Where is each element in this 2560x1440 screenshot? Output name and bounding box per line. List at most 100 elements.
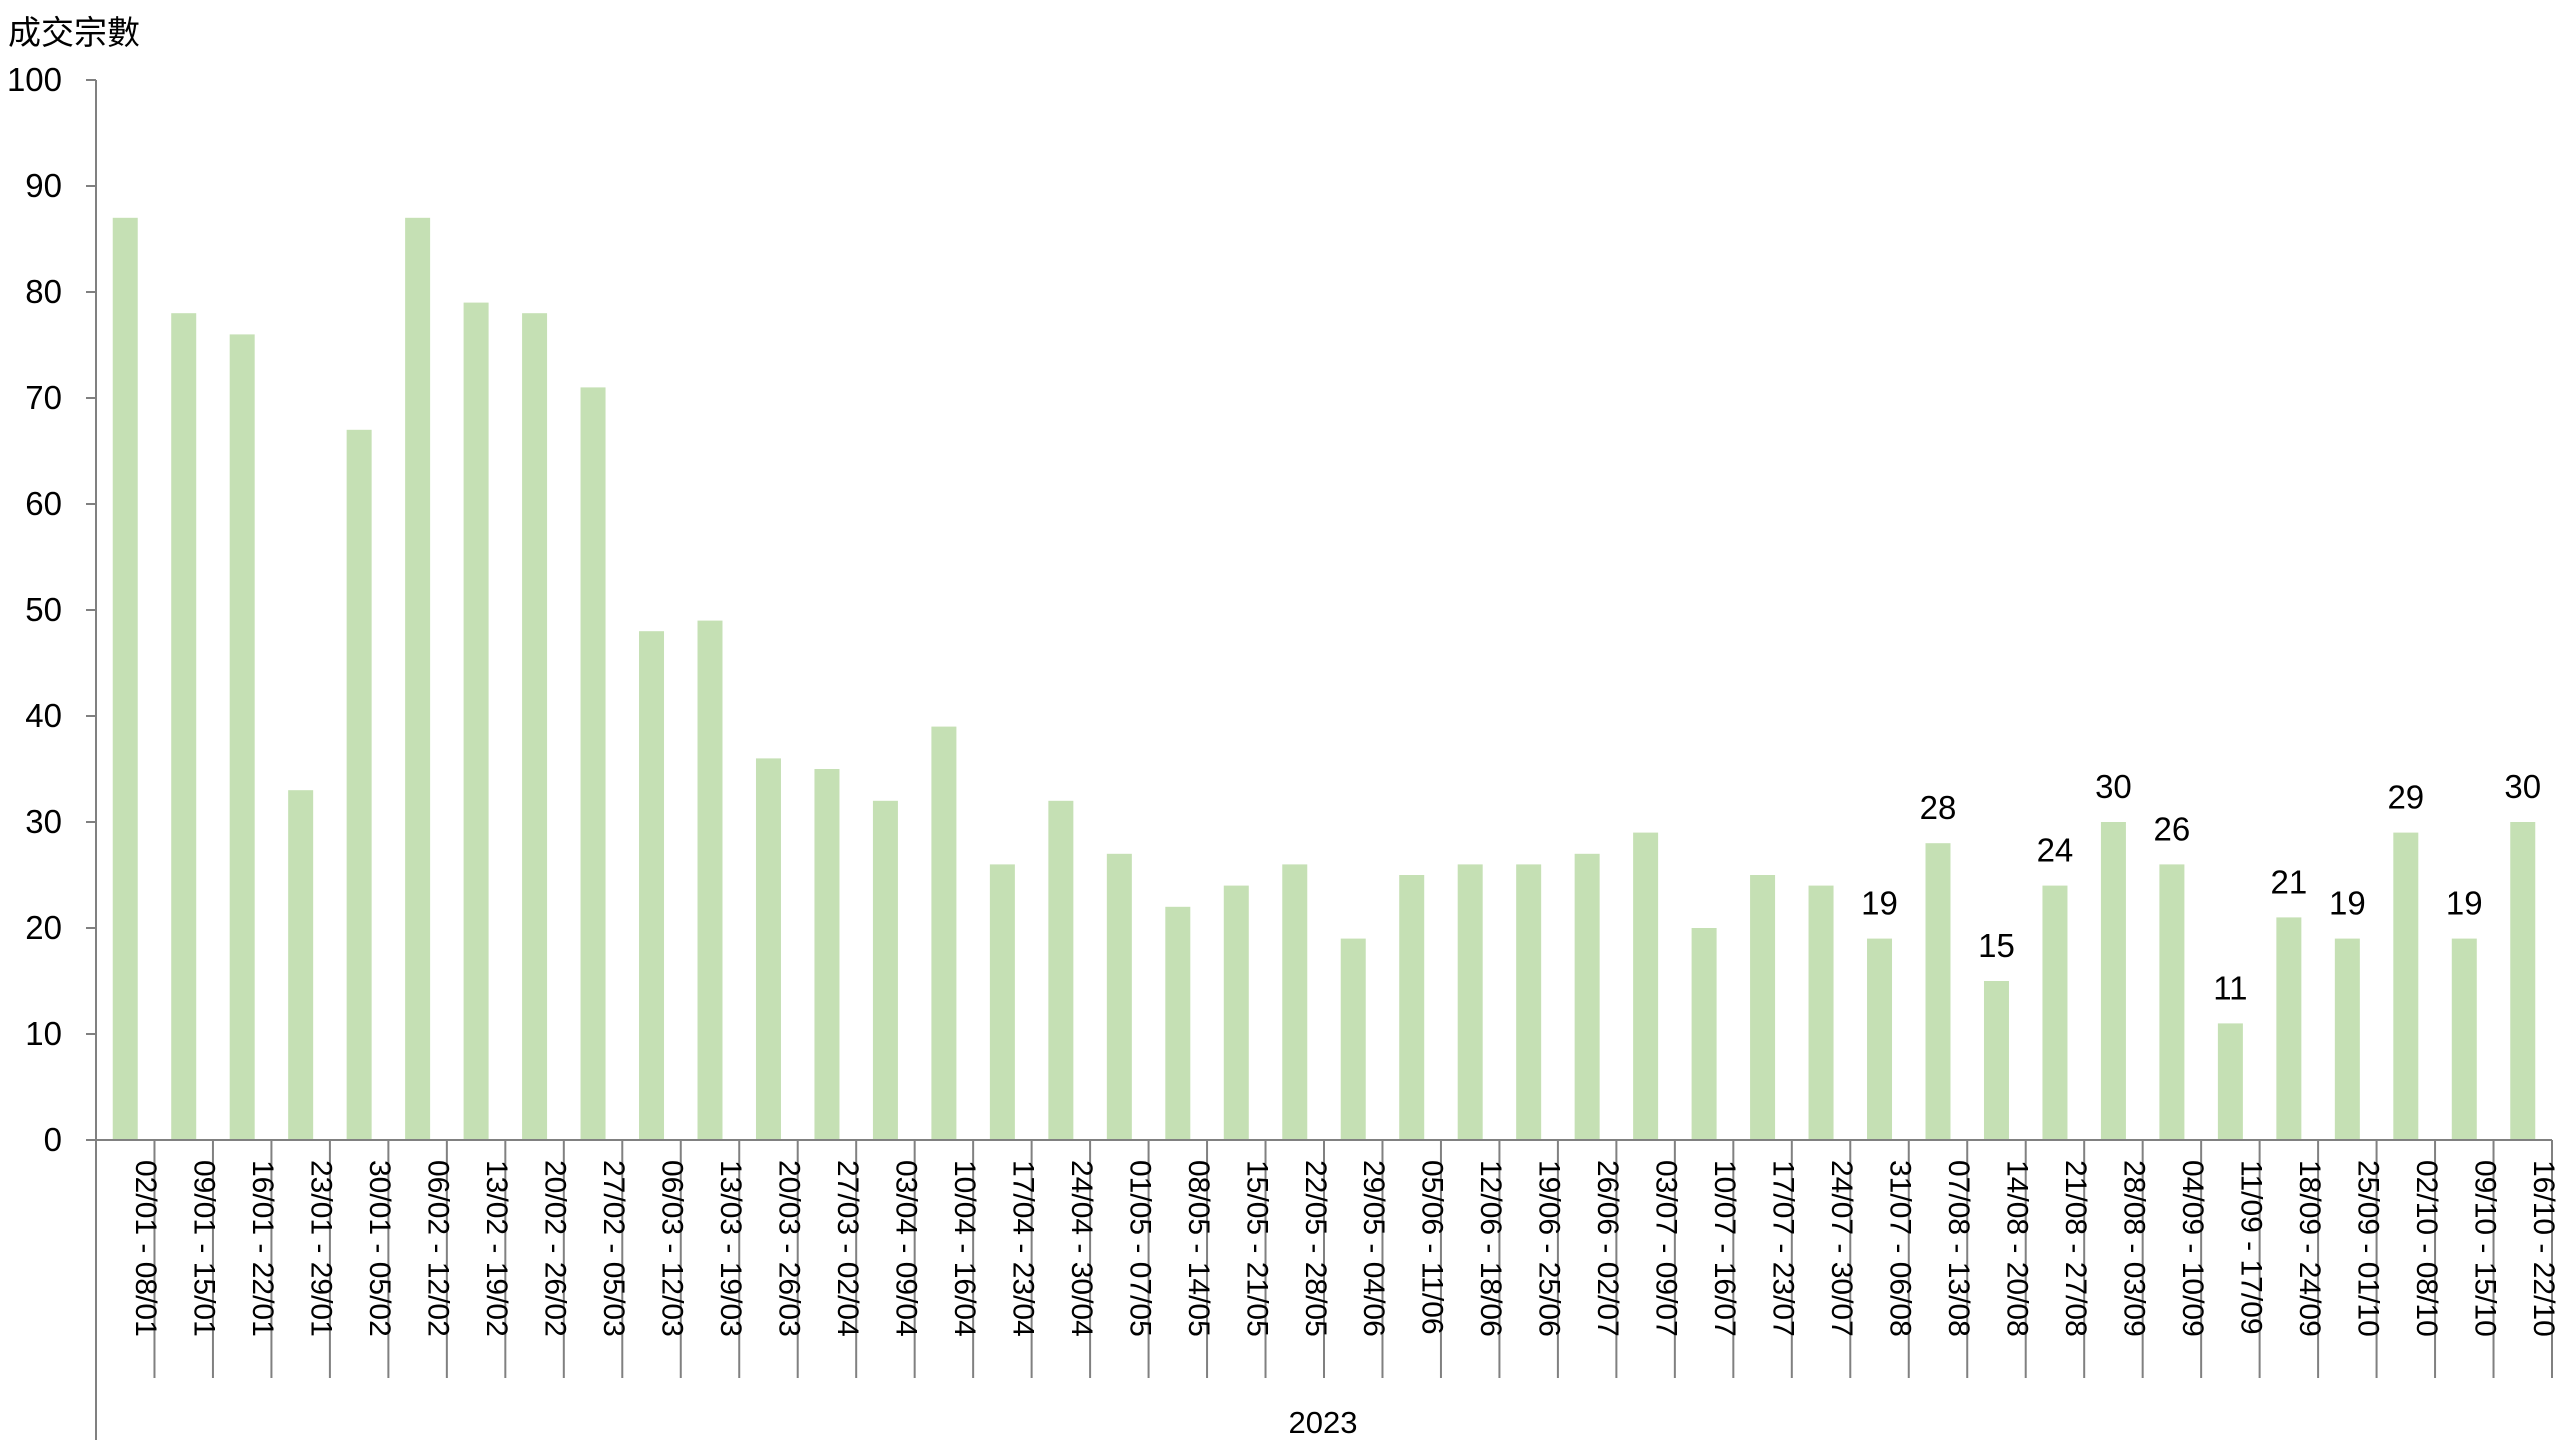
y-tick-label: 100 (7, 61, 62, 98)
bar-value-label: 30 (2095, 768, 2132, 805)
x-tick-label: 22/05 - 28/05 (1299, 1160, 1332, 1337)
x-tick-label: 03/04 - 09/04 (889, 1160, 922, 1337)
bar (2393, 832, 2419, 1140)
y-tick-label: 40 (25, 697, 62, 734)
x-tick-label: 06/02 - 12/02 (422, 1160, 455, 1337)
bar-value-label: 19 (2329, 885, 2366, 922)
y-tick-label: 70 (25, 379, 62, 416)
x-tick-label: 02/10 - 08/10 (2410, 1160, 2443, 1337)
bar (2159, 864, 2185, 1140)
bar-value-label: 11 (2213, 969, 2247, 1006)
bar (1106, 853, 1132, 1140)
x-tick-label: 04/09 - 10/09 (2176, 1160, 2209, 1337)
bar (171, 313, 197, 1140)
x-tick-label: 27/02 - 05/03 (597, 1160, 630, 1337)
x-tick-label: 13/02 - 19/02 (480, 1160, 513, 1337)
x-tick-label: 02/01 - 08/01 (129, 1160, 162, 1337)
bar-value-label: 28 (1920, 789, 1957, 826)
bar (2100, 822, 2126, 1140)
y-tick-label: 80 (25, 273, 62, 310)
bar-value-label: 29 (2387, 779, 2424, 816)
y-tick-label: 20 (25, 909, 62, 946)
x-tick-label: 29/05 - 04/06 (1357, 1160, 1390, 1337)
x-tick-label: 08/05 - 14/05 (1182, 1160, 1215, 1337)
x-tick-label: 31/07 - 06/08 (1884, 1160, 1917, 1337)
bar-value-label: 24 (2037, 832, 2074, 869)
y-tick-label: 90 (25, 167, 62, 204)
x-tick-label: 30/01 - 05/02 (363, 1160, 396, 1337)
x-tick-label: 01/05 - 07/05 (1123, 1160, 1156, 1337)
x-tick-label: 16/10 - 22/10 (2527, 1160, 2560, 1337)
x-tick-label: 06/03 - 12/03 (656, 1160, 689, 1337)
bar (2217, 1023, 2243, 1140)
bar (2451, 938, 2477, 1140)
bar (1223, 885, 1249, 1140)
bar (1983, 981, 2009, 1140)
bar (405, 217, 431, 1141)
x-tick-label: 10/04 - 16/04 (948, 1160, 981, 1337)
y-axis-ticks: 0 10 20 30 40 50 60 70 80 90 100 (7, 61, 96, 1158)
bar (1633, 832, 1659, 1140)
bar (1808, 885, 1834, 1140)
x-tick-label: 20/03 - 26/03 (772, 1160, 805, 1337)
bar (1399, 875, 1425, 1140)
bar-value-label: 26 (2154, 810, 2191, 847)
bar (2334, 938, 2360, 1140)
bar-value-label: 15 (1978, 927, 2015, 964)
x-tick-label: 09/01 - 15/01 (188, 1160, 221, 1337)
x-tick-label: 27/03 - 02/04 (831, 1160, 864, 1337)
bar (1457, 864, 1483, 1140)
x-tick-label: 13/03 - 19/03 (714, 1160, 747, 1337)
y-tick-label: 60 (25, 485, 62, 522)
bar (1282, 864, 1308, 1140)
bar (2510, 822, 2536, 1140)
x-tick-label: 20/02 - 26/02 (539, 1160, 572, 1337)
bar (814, 769, 840, 1140)
bar (1574, 853, 1600, 1140)
x-tick-label: 26/06 - 02/07 (1591, 1160, 1624, 1337)
bar (1867, 938, 1893, 1140)
bar (1340, 938, 1366, 1140)
bar (2042, 885, 2068, 1140)
bar (112, 217, 138, 1141)
y-tick-label: 10 (25, 1015, 62, 1052)
bar (1165, 906, 1191, 1140)
x-tick-label: 18/09 - 24/09 (2293, 1160, 2326, 1337)
bar (463, 302, 489, 1141)
x-tick-label: 12/06 - 18/06 (1474, 1160, 1507, 1337)
x-tick-label: 07/08 - 13/08 (1942, 1160, 1975, 1337)
x-tick-label: 09/10 - 15/10 (2468, 1160, 2501, 1337)
x-tick-label: 21/08 - 27/08 (2059, 1160, 2092, 1337)
y-tick-label: 30 (25, 803, 62, 840)
x-tick-label: 17/07 - 23/07 (1767, 1160, 1800, 1337)
x-tick-label: 23/01 - 29/01 (305, 1160, 338, 1337)
bar (639, 631, 665, 1140)
y-axis-title: 成交宗數 (8, 14, 140, 51)
x-axis-ticks: 02/01 - 08/01 09/01 - 15/01 16/01 - 22/01 2… (129, 1160, 2560, 1337)
axes (95, 80, 2553, 1440)
bar (522, 313, 548, 1140)
x-axis-group-label: 2023 (1289, 1405, 1358, 1440)
bar (931, 726, 957, 1140)
bar (697, 620, 723, 1140)
bar (989, 864, 1015, 1140)
bar (1048, 800, 1074, 1140)
bar (872, 800, 898, 1140)
data-labels: 19 28 15 24 30 26 11 21 19 29 19 30 (1861, 768, 2541, 1006)
x-tick-label: 14/08 - 20/08 (2000, 1160, 2033, 1337)
x-tick-label: 19/06 - 25/06 (1533, 1160, 1566, 1337)
x-tick-label: 16/01 - 22/01 (246, 1160, 279, 1337)
x-tick-label: 25/09 - 01/10 (2351, 1160, 2384, 1337)
x-tick-label: 10/07 - 16/07 (1708, 1160, 1741, 1337)
x-tick-label: 28/08 - 03/09 (2117, 1160, 2150, 1337)
bar (1750, 875, 1776, 1140)
bar (288, 790, 314, 1140)
bar (346, 429, 372, 1140)
bar-value-label: 19 (2446, 885, 2483, 922)
bar-value-label: 19 (1861, 885, 1898, 922)
bar-value-label: 21 (2270, 863, 2307, 900)
bars (112, 217, 2536, 1141)
y-tick-label: 50 (25, 591, 62, 628)
bar (229, 334, 255, 1140)
